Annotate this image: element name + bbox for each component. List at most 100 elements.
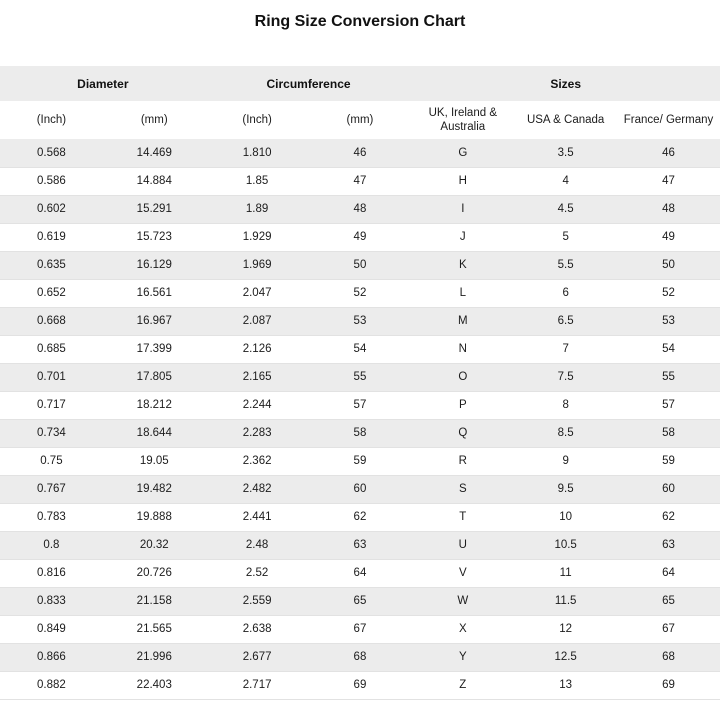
- table-cell: S: [411, 475, 515, 504]
- table-cell: 2.482: [205, 475, 309, 504]
- table-cell: Y: [411, 643, 515, 672]
- table-cell: 14.884: [102, 167, 206, 196]
- table-cell: 54: [308, 335, 412, 364]
- table-cell: 57: [308, 391, 412, 420]
- table-cell: 62: [617, 503, 720, 532]
- table-cell: 59: [617, 447, 720, 476]
- column-header-france-germany: France/ Germany: [617, 101, 720, 139]
- table-cell: 12: [514, 615, 618, 644]
- table-row: 0.652 16.561 2.047 52 L 6 52: [0, 279, 720, 308]
- table-cell: 0.568: [0, 139, 103, 168]
- table-cell: 49: [617, 223, 720, 252]
- table-cell: 0.866: [0, 643, 103, 672]
- table-cell: N: [411, 335, 515, 364]
- table-cell: 0.833: [0, 587, 103, 616]
- table-cell: 69: [617, 671, 720, 700]
- table-cell: 0.816: [0, 559, 103, 588]
- table-cell: 52: [308, 279, 412, 308]
- table-cell: 2.52: [205, 559, 309, 588]
- table-row: 0.602 15.291 1.89 48 I 4.5 48: [0, 195, 720, 224]
- table-cell: 60: [308, 475, 412, 504]
- table-cell: 0.849: [0, 615, 103, 644]
- table-cell: 46: [308, 139, 412, 168]
- table-cell: 2.717: [205, 671, 309, 700]
- table-row: 0.685 17.399 2.126 54 N 7 54: [0, 335, 720, 364]
- table-cell: M: [411, 307, 515, 336]
- table-cell: 11: [514, 559, 618, 588]
- table-cell: K: [411, 251, 515, 280]
- table-cell: 50: [617, 251, 720, 280]
- column-header-circumference-inch: (Inch): [205, 101, 309, 139]
- table-cell: 15.291: [102, 195, 206, 224]
- table-cell: I: [411, 195, 515, 224]
- table-cell: 16.129: [102, 251, 206, 280]
- table-cell: 2.165: [205, 363, 309, 392]
- table-row: 0.816 20.726 2.52 64 V 11 64: [0, 559, 720, 588]
- table-cell: 47: [617, 167, 720, 196]
- table-row: 0.619 15.723 1.929 49 J 5 49: [0, 223, 720, 252]
- table-cell: 11.5: [514, 587, 618, 616]
- table-cell: 0.8: [0, 531, 103, 560]
- table-cell: 68: [617, 643, 720, 672]
- table-row: 0.717 18.212 2.244 57 P 8 57: [0, 391, 720, 420]
- table-cell: 0.602: [0, 195, 103, 224]
- table-cell: 57: [617, 391, 720, 420]
- table-cell: 1.969: [205, 251, 309, 280]
- table-cell: 65: [617, 587, 720, 616]
- column-header-diameter-mm: (mm): [102, 101, 206, 139]
- table-cell: 59: [308, 447, 412, 476]
- table-body: 0.568 14.469 1.810 46 G 3.5 46 0.586 14.884 1.85 4…: [0, 139, 720, 700]
- table-cell: 0.701: [0, 363, 103, 392]
- table-row: 0.701 17.805 2.165 55 O 7.5 55: [0, 363, 720, 392]
- table-cell: 55: [617, 363, 720, 392]
- table-cell: Z: [411, 671, 515, 700]
- column-header-diameter-inch: (Inch): [0, 101, 103, 139]
- table-cell: V: [411, 559, 515, 588]
- table-cell: 0.75: [0, 447, 103, 476]
- table-cell: 17.805: [102, 363, 206, 392]
- table-cell: 0.635: [0, 251, 103, 280]
- table-cell: 4.5: [514, 195, 618, 224]
- table-cell: 9: [514, 447, 618, 476]
- ring-size-conversion-table: Diameter Circumference Sizes (Inch) (mm)…: [0, 66, 720, 700]
- table-cell: 6: [514, 279, 618, 308]
- table-row: 0.833 21.158 2.559 65 W 11.5 65: [0, 587, 720, 616]
- table-row: 0.668 16.967 2.087 53 M 6.5 53: [0, 307, 720, 336]
- table-cell: 12.5: [514, 643, 618, 672]
- table-cell: 13: [514, 671, 618, 700]
- table-cell: 9.5: [514, 475, 618, 504]
- table-cell: 22.403: [102, 671, 206, 700]
- table-cell: 63: [617, 531, 720, 560]
- column-header-uk-ireland-australia: UK, Ireland & Australia: [411, 101, 515, 139]
- table-cell: 67: [308, 615, 412, 644]
- table-cell: 52: [617, 279, 720, 308]
- table-cell: 2.362: [205, 447, 309, 476]
- table-cell: 60: [617, 475, 720, 504]
- table-cell: 64: [617, 559, 720, 588]
- table-cell: 2.638: [205, 615, 309, 644]
- table-cell: 2.047: [205, 279, 309, 308]
- table-cell: 21.158: [102, 587, 206, 616]
- table-row: 0.568 14.469 1.810 46 G 3.5 46: [0, 139, 720, 168]
- table-cell: 2.441: [205, 503, 309, 532]
- table-cell: Q: [411, 419, 515, 448]
- table-cell: 53: [308, 307, 412, 336]
- table-cell: 8: [514, 391, 618, 420]
- table-cell: 19.05: [102, 447, 206, 476]
- group-header-row: Diameter Circumference Sizes: [0, 66, 720, 101]
- table-cell: 47: [308, 167, 412, 196]
- table-cell: 49: [308, 223, 412, 252]
- table-cell: 48: [308, 195, 412, 224]
- table-cell: 1.85: [205, 167, 309, 196]
- table-cell: 1.89: [205, 195, 309, 224]
- table-cell: 65: [308, 587, 412, 616]
- table-cell: 2.559: [205, 587, 309, 616]
- table-row: 0.75 19.05 2.362 59 R 9 59: [0, 447, 720, 476]
- table-header: Diameter Circumference Sizes (Inch) (mm)…: [0, 66, 720, 139]
- table-cell: 2.244: [205, 391, 309, 420]
- table-cell: 10: [514, 503, 618, 532]
- table-row: 0.882 22.403 2.717 69 Z 13 69: [0, 671, 720, 700]
- table-cell: 0.783: [0, 503, 103, 532]
- table-cell: 68: [308, 643, 412, 672]
- table-cell: 2.087: [205, 307, 309, 336]
